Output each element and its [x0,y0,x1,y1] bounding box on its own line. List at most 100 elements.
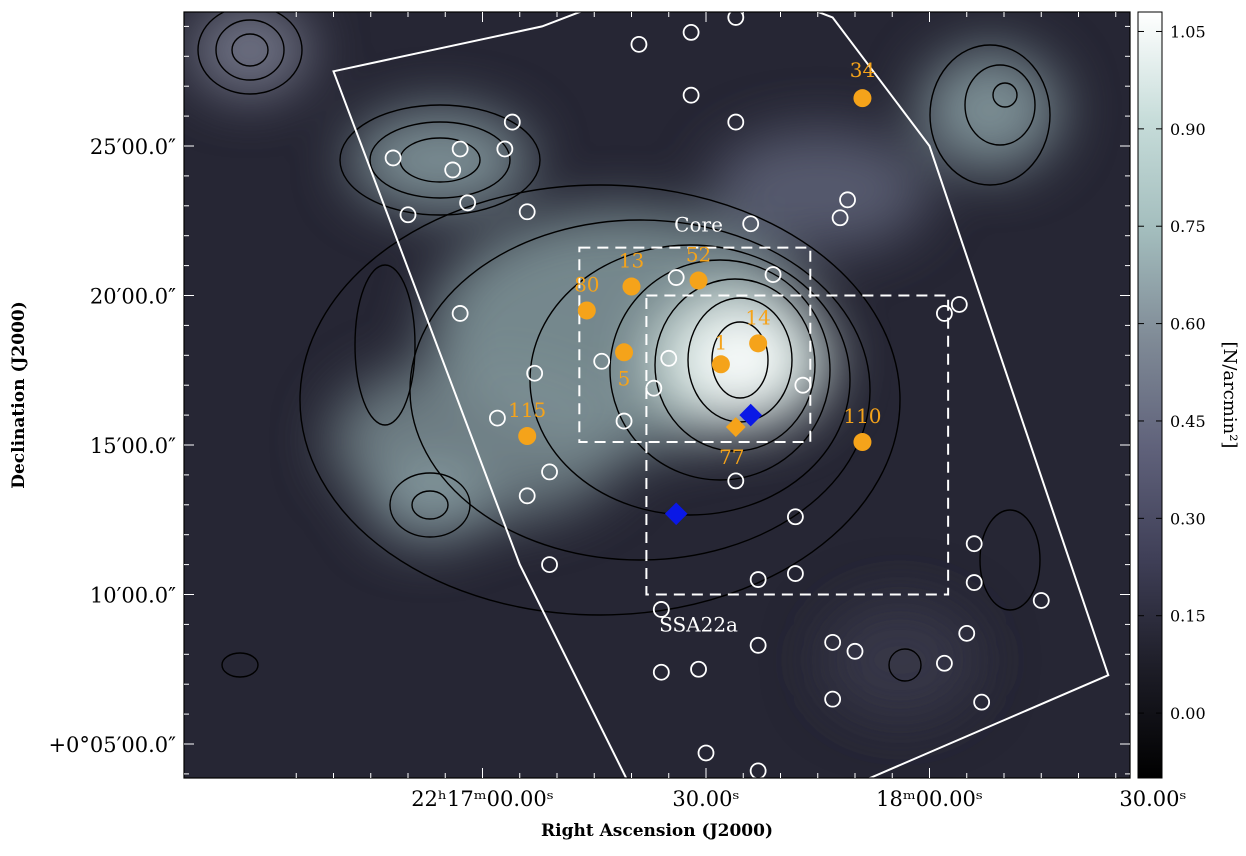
orange-source-marker [518,427,537,446]
open-circle-source [690,660,707,678]
open-circle-source [615,412,633,430]
contour-line [369,121,511,199]
open-circle-source [727,12,745,26]
contour-line [711,321,769,399]
x-tick-label: 30.00ˢ [672,787,739,811]
open-circle-source [496,140,514,158]
open-circle-source [667,269,685,286]
source-number-label: 1 [715,330,728,354]
region-ssa22a [645,294,950,596]
open-circle-source [652,601,670,618]
open-circle-source [503,113,521,131]
open-circle-source [749,636,767,654]
plot-frame [183,11,1131,779]
open-circle-source [541,463,558,481]
orange-source-marker [622,277,641,296]
contour-line [964,64,1036,146]
open-circle-source [682,86,700,104]
axis-ticks [184,12,1130,778]
open-circle-source [488,409,506,427]
orange-source-marker [853,89,872,108]
orange-source-marker [615,343,634,362]
source-number-label: 34 [850,58,875,82]
contour-line [979,509,1041,611]
region-label: SSA22a [659,613,738,637]
colorbar-tick-label: 0.60 [1170,315,1206,334]
axis-tick-labels: 30.00ˢ 18ᵐ00.00ˢ 30.00ˢ 22ʰ17ᵐ00.00ˢ 25′00.0… [48,135,1186,811]
open-circle-source [787,565,804,582]
open-circle-source [399,206,417,224]
open-circle-source [541,556,558,573]
open-circle-source [794,376,812,394]
open-circle-source [645,379,663,397]
contour-line [197,12,303,95]
open-circle-source [936,654,953,672]
colorbar-tick-label: 0.15 [1170,607,1206,626]
open-circle-source [451,305,469,322]
open-circle-source [384,149,402,167]
orange-diamond-source [725,417,746,437]
x-tick-label: 18ᵐ00.00ˢ [876,787,983,811]
open-circle-source [526,364,544,382]
y-axis-label: Declination (J2000) [9,301,29,489]
contour-line [888,648,922,682]
open-circle-source [787,508,804,526]
source-number-label: 52 [686,243,711,267]
contour-line [389,472,471,538]
orange-source-marker [689,271,708,290]
source-number-label: 115 [508,398,546,422]
open-circle-source [965,574,983,591]
open-circle-source [749,571,767,588]
open-circle-source [660,349,678,367]
orange-source-marker [853,433,872,452]
open-circle-source [727,472,745,490]
open-circle-source [518,487,536,505]
contour-line [299,184,901,616]
colorbar-gradient [1137,11,1163,779]
colorbar-tick-label: 0.90 [1170,120,1206,139]
x-tick-label: 22ʰ17ᵐ00.00ˢ [411,787,554,811]
open-circle-source [444,161,462,179]
colorbar-tick-label: 0.00 [1170,704,1206,723]
orange-source-marker [711,355,730,374]
source-number-label: 110 [843,404,881,428]
colorbar-ticks: 1.05 0.90 0.75 0.60 0.45 0.30 0.15 0.00 [1138,22,1206,723]
y-tick-label: 15′00.0″ [90,434,176,458]
contour-line [215,19,285,81]
open-circle-source [936,305,953,322]
open-circle-source [764,266,782,283]
blue-diamond-source [739,403,763,427]
source-number-label: 80 [574,272,599,296]
contour-line [339,104,541,216]
source-markers: Core SSA22a 34 52 13 80 14 1 5 110 77 115 [332,12,1110,778]
open-circle-source [1032,592,1050,609]
open-circle-source [965,535,983,553]
contour-line [411,490,449,520]
colorbar-tick-label: 1.05 [1170,22,1206,41]
region-core [578,246,812,444]
y-tick-label: 25′00.0″ [90,135,176,159]
colorbar-tick-label: 0.30 [1170,509,1206,528]
open-circle-source [593,352,611,370]
open-circle-source [697,744,715,762]
blue-diamond-source [664,502,688,526]
orange-source-marker [577,301,596,320]
open-circle-source [831,209,849,227]
region-label: Core [674,213,723,237]
open-circle-source [839,191,856,209]
contour-line [992,82,1018,108]
open-circle-source [958,624,976,642]
contour-line [654,278,816,452]
open-circle-source [727,113,745,131]
open-circle-source [846,642,864,660]
contour-line [609,259,831,481]
open-circle-source [950,296,968,313]
source-number-label: 5 [618,366,631,390]
open-circle-source [630,35,648,53]
open-circle-source [451,140,469,158]
density-field [184,12,1130,778]
contour-line [929,44,1051,186]
colorbar-label: [N/arcmin²] [1219,342,1240,449]
